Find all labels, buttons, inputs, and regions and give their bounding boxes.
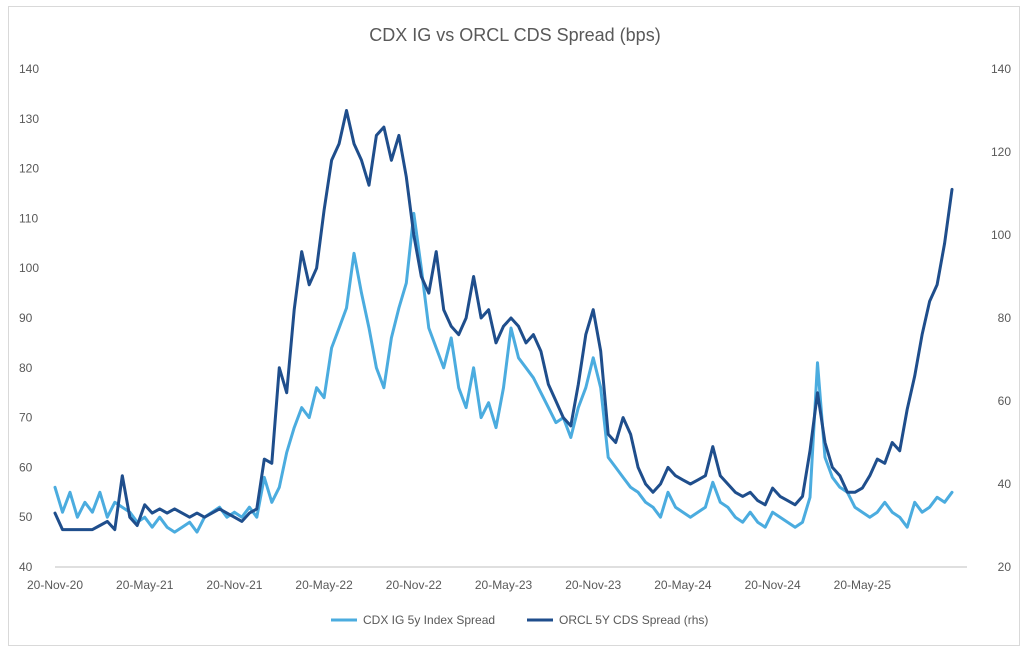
x-axis: 20-Nov-20 20-May-21 20-Nov-21 20-May-22 20-N… (27, 578, 891, 592)
legend-label-orcl: ORCL 5Y CDS Spread (rhs) (559, 613, 708, 627)
left-tick-label: 100 (19, 261, 39, 275)
right-tick-label: 60 (998, 394, 1012, 408)
left-tick-label: 110 (19, 211, 38, 225)
right-axis: 20 40 60 80 100 120 140 (991, 62, 1011, 574)
chart-svg: CDX IG vs ORCL CDS Spread (bps) 40 50 60 70… (19, 25, 1011, 627)
left-axis: 40 50 60 70 80 90 100 110 120 130 140 (19, 62, 39, 574)
left-tick-label: 50 (19, 510, 33, 524)
series-line-orcl-cds (53, 109, 954, 532)
x-tick-label: 20-Nov-20 (27, 578, 83, 592)
left-tick-label: 80 (19, 361, 33, 375)
series-line-cdx-ig (53, 211, 954, 534)
legend-label-cdx-ig: CDX IG 5y Index Spread (363, 613, 495, 627)
x-tick-label: 20-May-21 (116, 578, 174, 592)
x-tick-label: 20-May-25 (834, 578, 892, 592)
right-tick-label: 120 (991, 145, 1011, 159)
x-tick-label: 20-Nov-23 (565, 578, 621, 592)
left-tick-label: 90 (19, 311, 33, 325)
x-tick-label: 20-May-22 (295, 578, 353, 592)
right-tick-label: 20 (998, 560, 1012, 574)
right-tick-label: 100 (991, 228, 1011, 242)
left-tick-label: 130 (19, 112, 39, 126)
chart-title: CDX IG vs ORCL CDS Spread (bps) (369, 25, 660, 45)
right-tick-label: 40 (998, 477, 1012, 491)
x-tick-label: 20-Nov-24 (745, 578, 801, 592)
left-tick-label: 70 (19, 411, 33, 425)
left-tick-label: 140 (19, 62, 39, 76)
right-tick-label: 140 (991, 62, 1011, 76)
x-tick-label: 20-May-23 (475, 578, 533, 592)
left-tick-label: 40 (19, 560, 33, 574)
x-tick-label: 20-May-24 (654, 578, 712, 592)
legend: CDX IG 5y Index Spread ORCL 5Y CDS Sprea… (331, 613, 708, 627)
chart-frame: CDX IG vs ORCL CDS Spread (bps) 40 50 60 70… (8, 6, 1020, 646)
x-tick-label: 20-Nov-21 (206, 578, 262, 592)
left-tick-label: 60 (19, 460, 33, 474)
series-group (53, 109, 954, 534)
left-tick-label: 120 (19, 162, 39, 176)
x-tick-label: 20-Nov-22 (386, 578, 442, 592)
right-tick-label: 80 (998, 311, 1012, 325)
